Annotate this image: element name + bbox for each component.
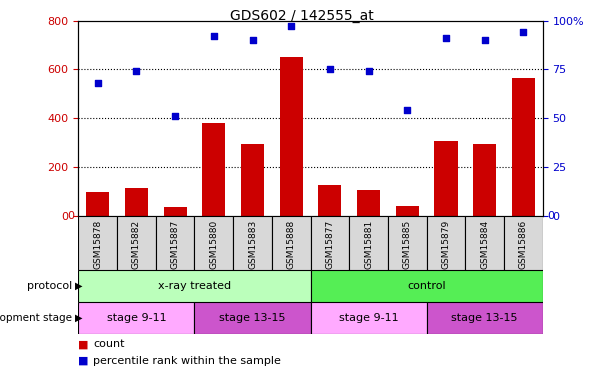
Point <box>131 68 141 74</box>
Text: ▶: ▶ <box>75 313 83 323</box>
Bar <box>311 270 543 302</box>
Text: GSM15882: GSM15882 <box>132 220 141 269</box>
Bar <box>86 192 109 216</box>
Point <box>519 29 528 35</box>
Point <box>480 37 490 43</box>
Text: x-ray treated: x-ray treated <box>158 281 231 291</box>
Text: ■: ■ <box>78 339 89 349</box>
Text: protocol: protocol <box>27 281 72 291</box>
Point <box>364 68 373 74</box>
Bar <box>311 216 349 270</box>
Bar <box>272 216 311 270</box>
Text: GSM15887: GSM15887 <box>171 220 180 269</box>
Bar <box>434 141 458 216</box>
Bar <box>117 216 156 270</box>
Text: development stage: development stage <box>0 313 72 323</box>
Point <box>170 113 180 119</box>
Point <box>402 107 412 113</box>
Bar <box>396 206 419 216</box>
Point <box>93 80 103 86</box>
Text: GSM15879: GSM15879 <box>441 220 450 269</box>
Point <box>325 66 335 72</box>
Bar <box>473 144 496 216</box>
Text: percentile rank within the sample: percentile rank within the sample <box>93 356 282 366</box>
Text: control: control <box>407 281 446 291</box>
Point <box>209 33 219 39</box>
Bar <box>357 190 380 216</box>
Text: GSM15881: GSM15881 <box>364 220 373 269</box>
Bar <box>311 302 427 334</box>
Text: ■: ■ <box>78 356 89 366</box>
Text: GSM15880: GSM15880 <box>209 220 218 269</box>
Bar <box>78 216 117 270</box>
Text: GSM15885: GSM15885 <box>403 220 412 269</box>
Bar <box>427 302 543 334</box>
Text: GSM15883: GSM15883 <box>248 220 257 269</box>
Bar <box>194 302 311 334</box>
Text: stage 9-11: stage 9-11 <box>339 313 399 323</box>
Text: GSM15878: GSM15878 <box>93 220 103 269</box>
Text: GSM15886: GSM15886 <box>519 220 528 269</box>
Bar <box>504 216 543 270</box>
Text: count: count <box>93 339 125 349</box>
Text: stage 9-11: stage 9-11 <box>107 313 166 323</box>
Text: GSM15884: GSM15884 <box>480 220 489 269</box>
Point <box>248 37 257 43</box>
Bar <box>241 144 264 216</box>
Bar <box>512 78 535 216</box>
Text: stage 13-15: stage 13-15 <box>219 313 286 323</box>
Text: 0: 0 <box>68 211 75 220</box>
Text: GSM15888: GSM15888 <box>286 220 295 269</box>
Bar <box>349 216 388 270</box>
Bar <box>78 302 195 334</box>
Point <box>286 24 296 30</box>
Bar <box>427 216 466 270</box>
Bar <box>233 216 272 270</box>
Text: ▶: ▶ <box>75 281 83 291</box>
Text: stage 13-15: stage 13-15 <box>452 313 518 323</box>
Bar <box>156 216 194 270</box>
Bar <box>280 57 303 216</box>
Bar <box>318 185 341 216</box>
Bar <box>78 270 311 302</box>
Bar <box>202 123 226 216</box>
Bar <box>194 216 233 270</box>
Bar <box>163 207 187 216</box>
Bar <box>125 188 148 216</box>
Text: GSM15877: GSM15877 <box>326 220 335 269</box>
Point <box>441 35 451 41</box>
Bar <box>466 216 504 270</box>
Text: GDS602 / 142555_at: GDS602 / 142555_at <box>230 9 373 23</box>
Bar <box>388 216 427 270</box>
Text: 0: 0 <box>548 211 554 220</box>
